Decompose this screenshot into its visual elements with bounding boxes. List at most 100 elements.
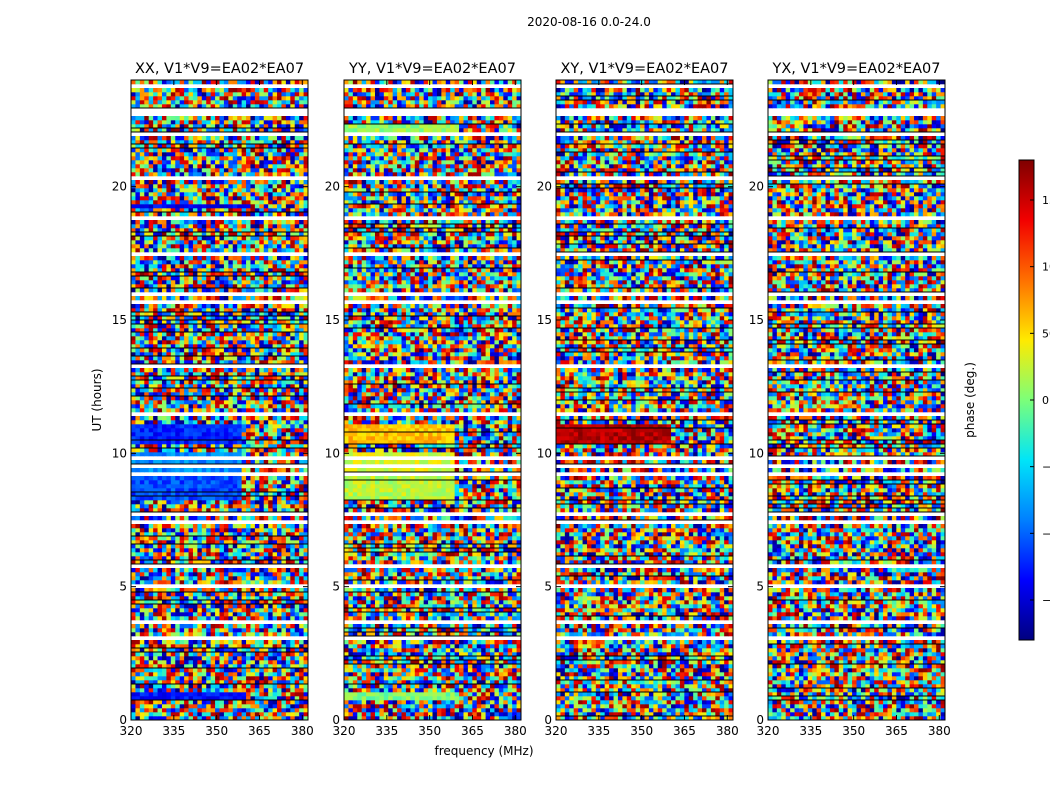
heatmap-cell bbox=[166, 260, 172, 265]
heatmap-cell bbox=[161, 476, 167, 481]
heatmap-cell bbox=[303, 192, 308, 197]
heatmap-cell bbox=[179, 600, 185, 605]
heatmap-cell bbox=[144, 528, 150, 533]
heatmap-cell bbox=[250, 348, 256, 353]
heatmap-cell bbox=[303, 240, 308, 245]
heatmap-cell bbox=[148, 180, 154, 185]
heatmap-cell bbox=[206, 616, 212, 621]
heatmap-cell bbox=[277, 240, 282, 245]
heatmap-cell bbox=[166, 508, 172, 513]
heatmap-cell bbox=[192, 628, 198, 633]
heatmap-cell bbox=[175, 164, 181, 169]
heatmap-cell bbox=[263, 288, 269, 293]
heatmap-cell bbox=[188, 712, 194, 717]
heatmap-cell bbox=[166, 160, 172, 165]
heatmap-cell bbox=[263, 532, 269, 537]
heatmap-cell bbox=[161, 428, 167, 433]
heatmap-cell bbox=[188, 348, 194, 353]
heatmap-cell bbox=[285, 308, 291, 313]
heatmap-cell bbox=[175, 536, 181, 541]
heatmap-cell bbox=[135, 612, 141, 617]
heatmap-cell bbox=[153, 712, 158, 717]
heatmap-cell bbox=[215, 648, 220, 653]
heatmap-cell bbox=[223, 204, 229, 209]
heatmap-cell bbox=[215, 276, 220, 281]
heatmap-cell bbox=[161, 260, 167, 265]
heatmap-cell bbox=[277, 652, 282, 657]
heatmap-cell bbox=[206, 508, 212, 513]
heatmap-cell bbox=[166, 460, 172, 465]
heatmap-cell bbox=[148, 628, 154, 633]
heatmap-cell bbox=[148, 652, 154, 657]
heatmap-cell bbox=[188, 680, 194, 685]
heatmap-cell bbox=[131, 696, 136, 701]
heatmap-cell bbox=[237, 328, 243, 333]
heatmap-cell bbox=[215, 572, 220, 577]
heatmap-cell bbox=[228, 296, 234, 301]
heatmap-cell bbox=[268, 232, 273, 237]
heatmap-cell bbox=[303, 588, 308, 593]
heatmap-cell bbox=[161, 352, 167, 357]
heatmap-cell bbox=[184, 324, 189, 329]
heatmap-cell bbox=[166, 192, 172, 197]
heatmap-cell bbox=[246, 340, 251, 345]
heatmap-cell bbox=[153, 576, 158, 581]
heatmap-cell bbox=[161, 328, 167, 333]
heatmap-cell bbox=[237, 416, 243, 421]
heatmap-cell bbox=[223, 664, 229, 669]
heatmap-cell bbox=[241, 180, 247, 185]
heatmap-cell bbox=[179, 304, 185, 309]
heatmap-cell bbox=[290, 356, 296, 361]
heatmap-cell bbox=[131, 272, 136, 277]
heatmap-cell bbox=[250, 596, 256, 601]
heatmap-cell bbox=[206, 580, 212, 585]
heatmap-cell bbox=[148, 296, 154, 301]
heatmap-cell bbox=[299, 432, 304, 437]
heatmap-cell bbox=[139, 708, 145, 713]
heatmap-cell bbox=[210, 432, 216, 437]
heatmap-cell bbox=[299, 712, 304, 717]
heatmap-cell bbox=[184, 716, 189, 720]
heatmap-cell bbox=[179, 312, 185, 317]
heatmap-cell bbox=[223, 256, 229, 261]
heatmap-cell bbox=[285, 508, 291, 513]
heatmap-cell bbox=[237, 304, 243, 309]
heatmap-cell bbox=[184, 376, 189, 381]
heatmap-cell bbox=[259, 696, 265, 701]
heatmap-cell bbox=[281, 392, 287, 397]
heatmap-cell bbox=[144, 516, 150, 521]
heatmap-cell bbox=[219, 572, 225, 577]
heatmap-cell bbox=[254, 684, 260, 689]
heatmap-cell bbox=[131, 544, 136, 549]
heatmap-cell bbox=[206, 704, 212, 709]
heatmap-cell bbox=[259, 432, 265, 437]
heatmap-cell bbox=[170, 524, 176, 529]
heatmap-cell bbox=[131, 296, 136, 301]
heatmap-cell bbox=[157, 692, 163, 697]
heatmap-cell bbox=[166, 208, 172, 213]
heatmap-cell bbox=[131, 468, 136, 473]
heatmap-cell bbox=[153, 528, 158, 533]
heatmap-cell bbox=[268, 284, 273, 289]
heatmap-cells bbox=[131, 80, 308, 720]
heatmap-cell bbox=[210, 680, 216, 685]
heatmap-cell bbox=[157, 704, 163, 709]
heatmap-cell bbox=[139, 348, 145, 353]
heatmap-cell bbox=[148, 352, 154, 357]
heatmap-cell bbox=[263, 324, 269, 329]
heatmap-cell bbox=[215, 244, 220, 249]
heatmap-cell bbox=[299, 244, 304, 249]
heatmap-cell bbox=[228, 452, 234, 457]
heatmap-cell bbox=[144, 424, 150, 429]
heatmap-cell bbox=[175, 348, 181, 353]
heatmap-cell bbox=[197, 544, 203, 549]
heatmap-cell bbox=[206, 648, 212, 653]
heatmap-cell bbox=[131, 488, 136, 493]
heatmap-cell bbox=[148, 580, 154, 585]
heatmap-cell bbox=[215, 672, 220, 677]
heatmap-cell bbox=[166, 220, 172, 225]
heatmap-cell bbox=[157, 444, 163, 449]
heatmap-cell bbox=[197, 352, 203, 357]
heatmap-cell bbox=[277, 376, 282, 381]
heatmap-cell bbox=[215, 700, 220, 705]
